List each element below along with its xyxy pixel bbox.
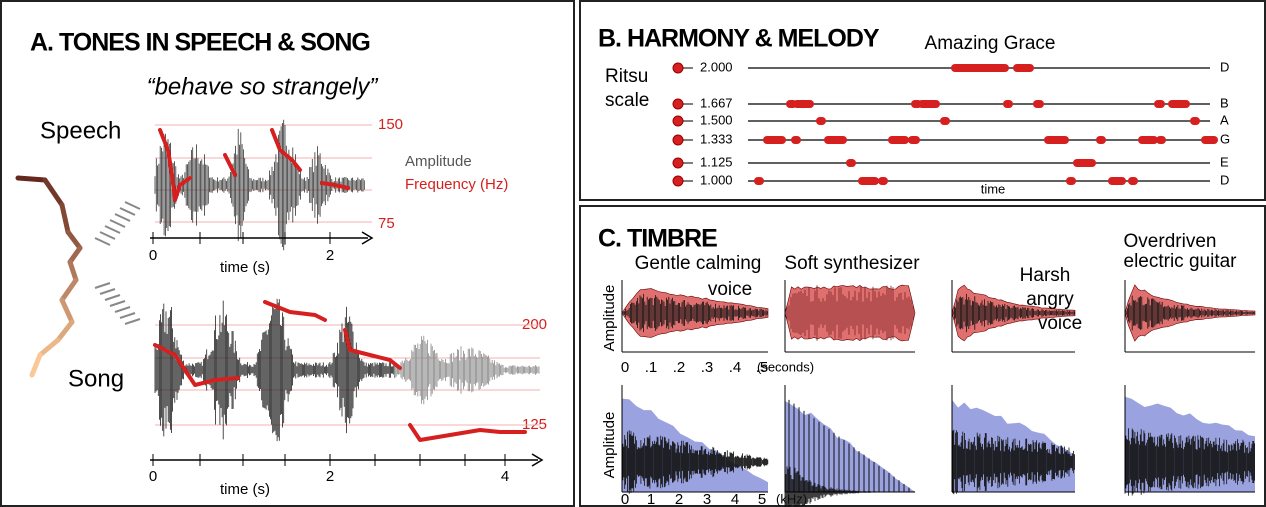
note-label: D [1220, 172, 1229, 187]
axis-label: time (s) [220, 259, 270, 276]
tick-label: 0 [621, 359, 629, 376]
waveform [395, 336, 539, 404]
sound-bar [95, 283, 110, 288]
note-label: D [1220, 59, 1229, 74]
ratio-label: 1.125 [700, 154, 733, 169]
sound-bar [120, 208, 135, 215]
sound-label: electric guitar [1124, 251, 1238, 272]
tick-label: .3 [701, 359, 714, 376]
tick-label: .4 [729, 359, 742, 376]
scale-label: Ritsu [605, 66, 648, 87]
tick-label: 2 [675, 491, 683, 507]
scale-dot [673, 63, 683, 73]
tick-label: .1 [645, 359, 658, 376]
scale-dot [673, 158, 683, 168]
face-profile [62, 300, 72, 322]
sound-bar [125, 202, 140, 209]
sound-bar [105, 295, 120, 300]
panel-title: C. TIMBRE [598, 225, 717, 253]
sound-label: Harsh [1020, 265, 1071, 286]
freq-label: 200 [522, 316, 547, 333]
sound-bar [115, 307, 130, 312]
tick-label: 2 [326, 247, 334, 264]
scale-dot [673, 135, 683, 145]
axis-label: time (s) [220, 481, 270, 498]
scale-dot [673, 176, 683, 186]
sound-bar [105, 226, 120, 233]
face-profile [40, 340, 58, 355]
face-profile [62, 280, 76, 300]
waveform [155, 299, 395, 441]
sound-bar [110, 220, 125, 227]
note-label: A [1220, 112, 1229, 127]
tick-label: 4 [501, 468, 509, 485]
song-label: Song [68, 365, 124, 392]
freq-label: 75 [378, 215, 395, 232]
sound-bar [115, 214, 130, 221]
legend-frequency: Frequency (Hz) [405, 176, 508, 193]
sound-bar [125, 319, 140, 324]
figure: A. TONES IN SPEECH & SONG “behave so str… [0, 0, 1266, 507]
panel-title: B. HARMONY & MELODY [598, 25, 880, 53]
panel-title: A. TONES IN SPEECH & SONG [30, 29, 370, 57]
scale-label: scale [605, 90, 649, 111]
tick-label: 0 [149, 247, 157, 264]
ratio-label: 1.000 [700, 172, 733, 187]
sound-label: voice [708, 279, 752, 300]
tick-label: 1 [647, 491, 655, 507]
ratio-label: 2.000 [700, 59, 733, 74]
face-profile [68, 232, 80, 248]
song-title: Amazing Grace [925, 33, 1056, 54]
ratio-label: 1.333 [700, 131, 733, 146]
axis-label: Amplitude [601, 285, 618, 352]
axis-label: Amplitude [601, 412, 618, 479]
tick-label: 4 [731, 491, 739, 507]
quote: “behave so strangely” [147, 73, 379, 100]
pitch-contour [410, 425, 525, 440]
axis-label: time [981, 181, 1006, 196]
scale-dot [673, 99, 683, 109]
sound-label: Soft synthesizer [784, 253, 920, 274]
note-label: B [1220, 95, 1229, 110]
speech-label: Speech [40, 117, 121, 144]
face-profile [70, 262, 76, 280]
tick-label: 5 [758, 491, 766, 507]
tick-label: 0 [149, 468, 157, 485]
tick-label: .2 [673, 359, 686, 376]
tick-label: 2 [326, 468, 334, 485]
face-profile [18, 178, 45, 180]
face-profile [62, 205, 68, 232]
sound-bar [100, 232, 115, 239]
ratio-label: 1.667 [700, 95, 733, 110]
freq-label: 150 [378, 116, 403, 133]
sound-bar [100, 289, 115, 294]
amplitude-envelope [785, 285, 915, 341]
sound-bar [120, 313, 135, 318]
face-profile [32, 355, 40, 375]
sound-bar [110, 301, 125, 306]
tick-label: 3 [703, 491, 711, 507]
note-label: E [1220, 154, 1229, 169]
sound-bar [95, 238, 110, 245]
note-label: G [1220, 131, 1230, 146]
face-profile [58, 322, 72, 340]
sound-label: Overdriven [1124, 231, 1217, 252]
scale-dot [673, 116, 683, 126]
tick-label: .5 [756, 359, 769, 376]
face-profile [70, 248, 80, 262]
face-profile [45, 180, 62, 205]
legend-amplitude: Amplitude [405, 153, 472, 170]
sound-label: Gentle calming [635, 253, 762, 274]
tick-label: 0 [621, 491, 629, 507]
ratio-label: 1.500 [700, 112, 733, 127]
pitch-contour [322, 183, 348, 188]
